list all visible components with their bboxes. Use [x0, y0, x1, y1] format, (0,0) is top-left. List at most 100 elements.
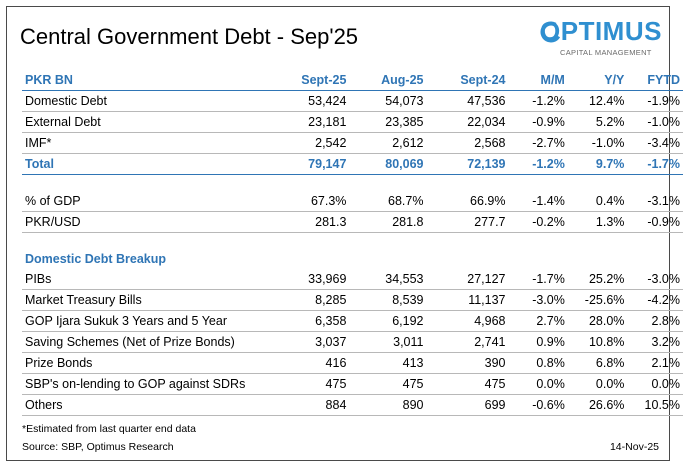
cell-value: 10.5% — [627, 394, 683, 416]
logo-ring-icon — [540, 21, 562, 43]
report-frame — [6, 6, 670, 461]
cell-value: -3.0% — [508, 289, 568, 311]
row-label: Total — [22, 153, 266, 175]
cell-value: 6,192 — [349, 310, 427, 332]
cell-value: 2.1% — [627, 352, 683, 374]
cell-value: 9.7% — [567, 153, 628, 175]
cell-value: -1.0% — [627, 111, 683, 133]
cell-value: 475 — [265, 373, 350, 395]
cell-value: 884 — [265, 394, 350, 416]
cell-value: 390 — [426, 352, 509, 374]
row-label: SBP's on-lending to GOP against SDRs — [22, 373, 266, 395]
cell-value: 80,069 — [349, 153, 427, 175]
table-row: Domestic Debt 53,424 54,073 47,536 -1.2%… — [22, 90, 683, 112]
cell-value: 79,147 — [265, 153, 350, 175]
row-label: IMF* — [22, 132, 266, 154]
cell-value: 890 — [349, 394, 427, 416]
cell-value: 33,969 — [265, 269, 350, 290]
table-row: Saving Schemes (Net of Prize Bonds) 3,03… — [22, 331, 683, 353]
cell-value: -0.6% — [508, 394, 568, 416]
cell-value: 6,358 — [265, 310, 350, 332]
cell-value: 10.8% — [567, 331, 628, 353]
col-header: Aug-25 — [349, 70, 427, 91]
cell-value: 67.3% — [265, 191, 350, 212]
col-header: M/M — [508, 70, 568, 91]
cell-value: 2.8% — [627, 310, 683, 332]
section-heading-row: Domestic Debt Breakup — [22, 249, 683, 269]
cell-value: 277.7 — [426, 211, 509, 233]
cell-value: -1.9% — [627, 90, 683, 112]
table-row: SBP's on-lending to GOP against SDRs 475… — [22, 373, 683, 395]
cell-value: 475 — [349, 373, 427, 395]
report-title: Central Government Debt - Sep'25 — [20, 24, 359, 49]
logo-tagline: CAPITAL MANAGEMENT — [560, 48, 652, 57]
footnote: *Estimated from last quarter end data — [22, 423, 196, 435]
cell-value: -0.2% — [508, 211, 568, 233]
cell-value: 22,034 — [426, 111, 509, 133]
row-label: Domestic Debt — [22, 90, 266, 112]
cell-value: -1.7% — [508, 269, 568, 290]
cell-value: -4.2% — [627, 289, 683, 311]
cell-value: 3,011 — [349, 331, 427, 353]
cell-value: 12.4% — [567, 90, 628, 112]
cell-value: 23,385 — [349, 111, 427, 133]
table-row: PIBs 33,969 34,553 27,127 -1.7% 25.2% -3… — [22, 269, 683, 290]
cell-value: 281.8 — [349, 211, 427, 233]
cell-value: 2,542 — [265, 132, 350, 154]
cell-value: 47,536 — [426, 90, 509, 112]
cell-value: -1.2% — [508, 153, 568, 175]
col-header: Sept-25 — [265, 70, 350, 91]
cell-value: -3.1% — [627, 191, 683, 212]
row-label: Market Treasury Bills — [22, 289, 266, 311]
cell-value: 2,741 — [426, 331, 509, 353]
cell-value: 66.9% — [426, 191, 509, 212]
cell-value: 4,968 — [426, 310, 509, 332]
cell-value: 8,539 — [349, 289, 427, 311]
cell-value: 1.3% — [567, 211, 628, 233]
cell-value: 2,568 — [426, 132, 509, 154]
cell-value: -2.7% — [508, 132, 568, 154]
report-date: 14-Nov-25 — [609, 441, 659, 453]
table-row: Prize Bonds 416 413 390 0.8% 6.8% 2.1% — [22, 352, 683, 374]
spacer-row — [22, 233, 683, 250]
table-row: PKR/USD 281.3 281.8 277.7 -0.2% 1.3% -0.… — [22, 211, 683, 233]
row-label: % of GDP — [22, 191, 266, 212]
cell-value: 699 — [426, 394, 509, 416]
cell-value: 8,285 — [265, 289, 350, 311]
cell-value: 0.4% — [567, 191, 628, 212]
table-row: Others 884 890 699 -0.6% 26.6% 10.5% — [22, 394, 683, 416]
cell-value: 416 — [265, 352, 350, 374]
row-label: Saving Schemes (Net of Prize Bonds) — [22, 331, 266, 353]
cell-value: -1.2% — [508, 90, 568, 112]
cell-value: 27,127 — [426, 269, 509, 290]
cell-value: 0.0% — [508, 373, 568, 395]
logo-wordmark: OPTIMUS — [540, 16, 662, 46]
spacer-row — [22, 175, 683, 192]
col-header: Sept-24 — [426, 70, 509, 91]
row-label: PKR/USD — [22, 211, 266, 233]
cell-value: 25.2% — [567, 269, 628, 290]
row-label: GOP Ijara Sukuk 3 Years and 5 Year — [22, 310, 266, 332]
table-row: IMF* 2,542 2,612 2,568 -2.7% -1.0% -3.4% — [22, 132, 683, 154]
col-header: PKR BN — [22, 70, 266, 91]
source-note: Source: SBP, Optimus Research — [22, 441, 174, 453]
debt-table: PKR BN Sept-25 Aug-25 Sept-24 M/M Y/Y FY… — [22, 70, 683, 416]
cell-value: 413 — [349, 352, 427, 374]
table-header-row: PKR BN Sept-25 Aug-25 Sept-24 M/M Y/Y FY… — [22, 70, 683, 91]
col-header: Y/Y — [567, 70, 628, 91]
table-row: GOP Ijara Sukuk 3 Years and 5 Year 6,358… — [22, 310, 683, 332]
cell-value: 0.9% — [508, 331, 568, 353]
row-label: Prize Bonds — [22, 352, 266, 374]
cell-value: -1.4% — [508, 191, 568, 212]
cell-value: -1.0% — [567, 132, 628, 154]
total-row: Total 79,147 80,069 72,139 -1.2% 9.7% -1… — [22, 153, 683, 175]
cell-value: -0.9% — [627, 211, 683, 233]
col-header: FYTD — [627, 70, 683, 91]
cell-value: 0.0% — [627, 373, 683, 395]
cell-value: 11,137 — [426, 289, 509, 311]
cell-value: 2.7% — [508, 310, 568, 332]
cell-value: 3.2% — [627, 331, 683, 353]
cell-value: -0.9% — [508, 111, 568, 133]
cell-value: -3.4% — [627, 132, 683, 154]
cell-value: 72,139 — [426, 153, 509, 175]
